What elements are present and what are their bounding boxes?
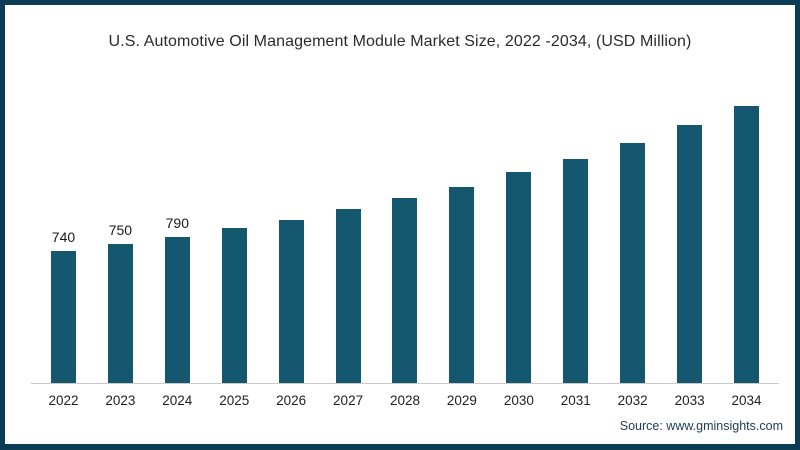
x-tick-label-2032: 2032 <box>617 393 648 408</box>
bar-slot-2034 <box>718 106 775 384</box>
bar-2031 <box>563 159 589 384</box>
chart-canvas: U.S. Automotive Oil Management Module Ma… <box>5 5 795 444</box>
x-tick-label-2033: 2033 <box>674 393 705 408</box>
x-tick-label-2027: 2027 <box>333 393 364 408</box>
bar-slot-2028 <box>377 198 434 384</box>
bar-slot-2033 <box>661 125 718 384</box>
bar-value-label-2024: 790 <box>165 215 189 231</box>
bar-2027 <box>335 209 361 384</box>
bar-slot-2025 <box>206 228 263 384</box>
bar-slot-2027 <box>320 209 377 384</box>
bar-slot-2023: 750 <box>92 222 149 384</box>
x-axis-line <box>31 383 779 384</box>
bars-row: 740 750 790 <box>35 74 775 384</box>
bar-slot-2030 <box>490 172 547 384</box>
bar-slot-2031 <box>547 159 604 384</box>
x-axis-labels: 2022 2023 2024 2025 2026 2027 2028 2029 2030 2031… <box>35 393 775 408</box>
bar-slot-2022: 740 <box>35 229 92 384</box>
bar-2028 <box>392 198 418 384</box>
bar-2022 <box>50 251 76 384</box>
bar-slot-2024: 790 <box>149 215 206 384</box>
bar-2034 <box>734 106 760 384</box>
bar-2033 <box>677 125 703 384</box>
chart-title: U.S. Automotive Oil Management Module Ma… <box>108 33 692 50</box>
bar-2030 <box>506 172 532 384</box>
x-tick-label-2029: 2029 <box>446 393 477 408</box>
bar-2023 <box>107 244 133 384</box>
bar-2024 <box>164 237 190 384</box>
bar-value-label-2022: 740 <box>51 229 76 245</box>
x-tick-label-2034: 2034 <box>731 393 762 408</box>
x-tick-label-2031: 2031 <box>560 393 591 408</box>
bar-2025 <box>221 228 247 384</box>
bar-slot-2032 <box>604 143 661 384</box>
bar-2029 <box>449 187 475 384</box>
x-tick-label-2030: 2030 <box>503 393 534 408</box>
x-tick-label-2028: 2028 <box>389 393 421 408</box>
x-tick-label-2025: 2025 <box>219 393 250 408</box>
bar-value-label-2023: 750 <box>108 222 133 238</box>
bar-2026 <box>278 220 304 384</box>
bar-2032 <box>620 143 646 384</box>
x-tick-label-2026: 2026 <box>276 393 307 408</box>
x-tick-label-2024: 2024 <box>162 393 193 408</box>
bar-slot-2026 <box>263 220 320 384</box>
source-credit: Source: www.gminsights.com <box>619 419 783 433</box>
x-tick-label-2023: 2023 <box>105 393 136 408</box>
bar-slot-2029 <box>433 187 490 384</box>
x-tick-label-2022: 2022 <box>48 393 79 408</box>
